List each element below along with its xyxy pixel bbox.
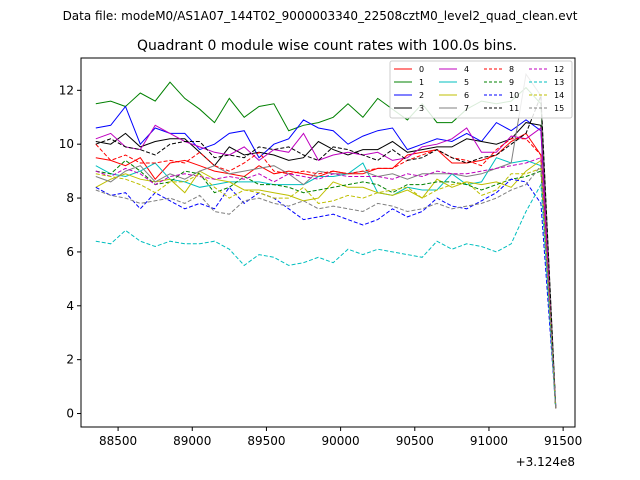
y-axis: 0 2 4 6 8 10 12 xyxy=(59,83,81,421)
x-tick-label: 90000 xyxy=(322,434,360,448)
series-line-9 xyxy=(95,159,557,409)
suptitle: Data file: modeM0/AS1A07_144T02_90000033… xyxy=(63,9,578,23)
legend-label-11: 11 xyxy=(509,104,519,113)
legend-label-8: 8 xyxy=(509,65,514,74)
series-line-4 xyxy=(95,124,557,406)
legend-label-7: 7 xyxy=(464,104,469,113)
legend-box xyxy=(389,60,573,119)
legend-label-14: 14 xyxy=(554,91,564,100)
series-line-5 xyxy=(95,157,557,409)
series-line-12 xyxy=(95,157,557,409)
chart-title: Quadrant 0 module wise count rates with … xyxy=(137,38,517,54)
legend-label-9: 9 xyxy=(509,78,514,87)
x-offset-label: +3.124e8 xyxy=(516,455,575,469)
y-tick-label: 4 xyxy=(66,299,74,313)
x-tick-label: 90500 xyxy=(396,434,434,448)
legend-label-1: 1 xyxy=(419,78,424,87)
legend-label-13: 13 xyxy=(554,78,564,87)
y-tick-label: 8 xyxy=(66,191,74,205)
legend-label-6: 6 xyxy=(464,91,469,100)
series-line-10 xyxy=(95,178,557,409)
legend-label-4: 4 xyxy=(464,65,469,74)
y-tick-label: 12 xyxy=(59,83,74,97)
y-tick-label: 0 xyxy=(66,407,74,421)
legend-label-15: 15 xyxy=(554,104,564,113)
series-line-6 xyxy=(95,159,557,409)
legend-label-0: 0 xyxy=(419,65,424,74)
y-tick-label: 6 xyxy=(66,245,74,259)
x-tick-label: 91000 xyxy=(470,434,508,448)
y-tick-label: 10 xyxy=(59,137,74,151)
legend-label-5: 5 xyxy=(464,78,469,87)
series-line-3 xyxy=(95,122,557,409)
series-line-7 xyxy=(95,72,557,406)
legend-label-2: 2 xyxy=(419,91,424,100)
series-line-15 xyxy=(95,164,557,409)
series-line-13 xyxy=(95,182,557,409)
legend-label-3: 3 xyxy=(419,104,424,113)
series-line-8 xyxy=(95,138,557,409)
series-line-2 xyxy=(95,105,557,406)
y-tick-label: 2 xyxy=(66,353,74,367)
x-tick-label: 88500 xyxy=(99,434,137,448)
series-layer xyxy=(95,72,557,409)
legend-label-12: 12 xyxy=(554,65,564,74)
series-line-14 xyxy=(95,167,557,409)
x-tick-label: 89500 xyxy=(247,434,285,448)
plot-frame xyxy=(80,57,576,428)
x-tick-label: 91500 xyxy=(544,434,582,448)
x-axis: 88500 89000 89500 90000 90500 91000 91500 xyxy=(99,427,582,448)
legend-label-10: 10 xyxy=(509,91,519,100)
x-tick-label: 89000 xyxy=(173,434,211,448)
series-line-11 xyxy=(95,95,557,409)
series-line-0 xyxy=(95,132,557,409)
